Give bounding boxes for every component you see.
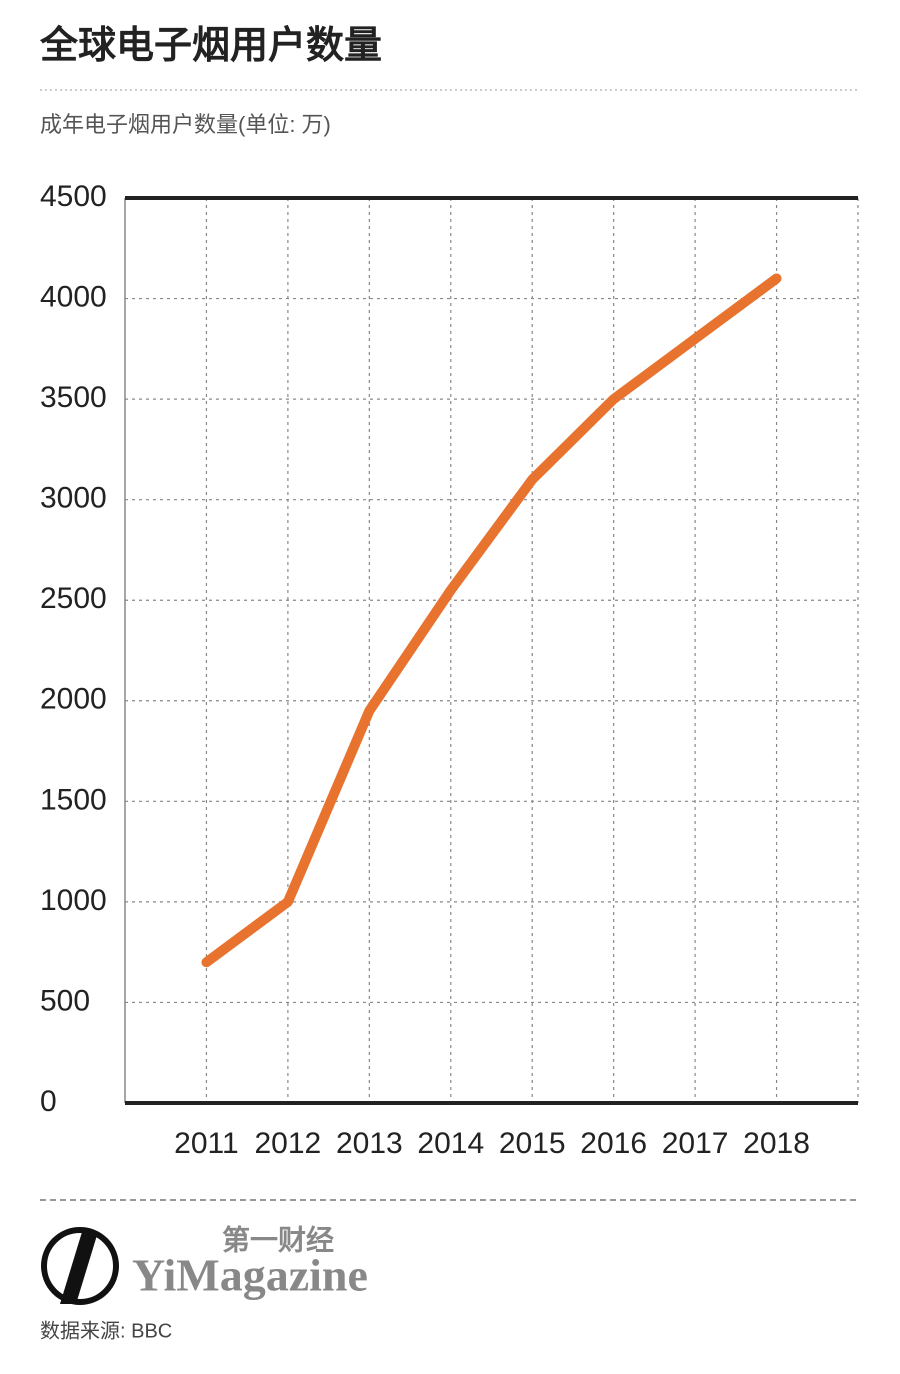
y-tick-label: 3000 [40, 482, 107, 515]
logo-ring [41, 1227, 119, 1305]
brand-cn: 第一财经 [222, 1223, 334, 1255]
brand-en: YiMagazine [132, 1250, 368, 1301]
y-tick-label: 500 [40, 984, 90, 1017]
y-tick-label: 3500 [40, 381, 107, 414]
x-tick-label: 2016 [580, 1127, 647, 1160]
y-tick-label: 1500 [40, 783, 107, 816]
x-tick-label: 2018 [743, 1127, 810, 1160]
logo [41, 1227, 119, 1305]
x-tick-label: 2015 [499, 1127, 566, 1160]
y-tick-label: 2500 [40, 582, 107, 615]
chart-subtitle: 成年电子烟用户数量(单位: 万) [40, 112, 331, 137]
y-tick-label: 1000 [40, 884, 107, 917]
logo-mark [60, 1232, 98, 1304]
x-tick-label: 2012 [255, 1127, 322, 1160]
x-tick-label: 2014 [417, 1127, 484, 1160]
y-tick-label: 4000 [40, 280, 107, 313]
source: 数据来源: BBC [40, 1319, 172, 1342]
y-tick-label: 2000 [40, 683, 107, 716]
x-tick-label: 2017 [662, 1127, 729, 1160]
y-tick-label: 4500 [40, 180, 107, 213]
chart-title: 全球电子烟用户数量 [39, 24, 382, 67]
x-tick-label: 2013 [336, 1127, 403, 1160]
y-tick-label: 0 [40, 1085, 57, 1118]
x-tick-label: 2011 [174, 1127, 239, 1160]
line-series [201, 273, 782, 968]
